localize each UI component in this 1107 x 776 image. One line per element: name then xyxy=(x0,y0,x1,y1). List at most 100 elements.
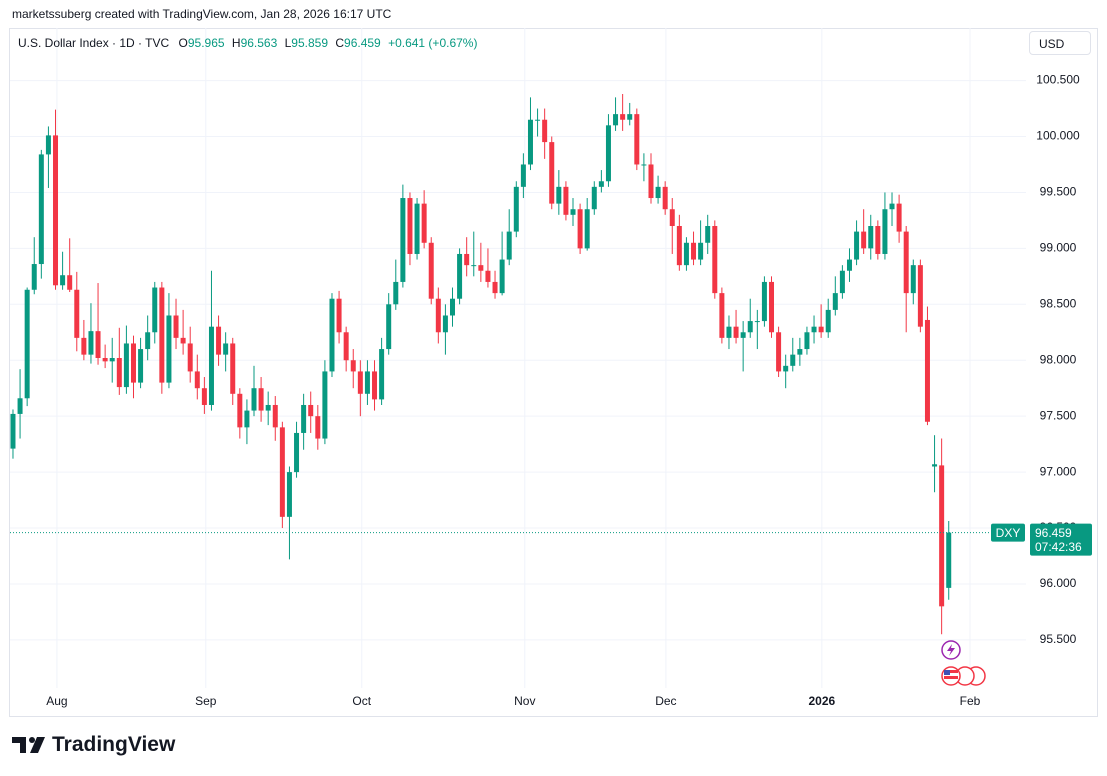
candle-body xyxy=(421,203,427,243)
candle-body xyxy=(159,287,165,383)
candle-body xyxy=(811,326,817,333)
candle-body xyxy=(471,265,477,267)
candle-body xyxy=(123,343,129,388)
candle-body xyxy=(535,119,541,121)
candle-body xyxy=(492,281,498,294)
candle-body xyxy=(67,275,73,290)
candle-body xyxy=(237,393,243,428)
candle-body xyxy=(740,332,746,338)
candle-body xyxy=(223,343,229,355)
candle-body xyxy=(924,319,930,422)
candle-body xyxy=(769,281,775,333)
x-tick-label: Oct xyxy=(352,694,371,708)
candle-body xyxy=(570,209,576,215)
y-tick-label: 100.500 xyxy=(1036,73,1080,87)
close-label: C xyxy=(335,36,345,50)
axes: 95.50096.00096.50097.00097.50098.00098.5… xyxy=(46,73,1092,708)
candle-body xyxy=(400,198,406,282)
candle-body xyxy=(549,142,555,204)
candle-body xyxy=(457,253,463,299)
y-tick-label: 97.500 xyxy=(1040,408,1077,422)
candle-body xyxy=(591,186,597,210)
x-tick-label: Aug xyxy=(46,694,67,708)
candle-body xyxy=(272,404,278,428)
y-tick-label: 98.500 xyxy=(1040,296,1077,310)
candle-body xyxy=(166,315,172,383)
x-tick-label: Nov xyxy=(514,694,535,708)
candle-body xyxy=(379,349,385,400)
candle-body xyxy=(613,114,619,126)
candle-body xyxy=(584,209,590,249)
candle-body xyxy=(230,343,236,394)
candle-body xyxy=(350,360,356,372)
candle-body xyxy=(705,226,711,243)
ticker-tag-label: DXY xyxy=(996,526,1021,540)
flag-stripe xyxy=(944,670,958,673)
footer-logo: TradingView xyxy=(12,733,175,757)
candle-body xyxy=(542,119,548,143)
candle-body xyxy=(372,371,378,400)
candle-body xyxy=(187,343,193,372)
candle-body xyxy=(556,186,562,204)
candle-body xyxy=(322,371,328,439)
candle-body xyxy=(634,114,640,165)
open-value: 95.965 xyxy=(187,36,225,50)
candle-body xyxy=(506,231,512,260)
candle-body xyxy=(478,265,484,271)
candle-body xyxy=(180,337,186,344)
candle-body xyxy=(712,226,718,294)
candle-body xyxy=(138,349,144,383)
y-tick-label: 97.000 xyxy=(1040,464,1077,478)
candle-body xyxy=(563,186,569,215)
candle-body xyxy=(939,465,945,607)
x-tick-label: Dec xyxy=(655,694,676,708)
candle-body xyxy=(513,186,519,232)
x-tick-label: Feb xyxy=(960,694,981,708)
candle-body xyxy=(790,354,796,366)
candle-body xyxy=(882,209,888,254)
candle-body xyxy=(698,242,704,260)
candle-body xyxy=(17,398,23,414)
candle-body xyxy=(442,315,448,333)
candle-body xyxy=(109,358,115,362)
candle-body xyxy=(102,358,108,362)
candle-body xyxy=(74,289,80,338)
candle-body xyxy=(251,388,257,411)
flag-stripe xyxy=(944,676,958,679)
candle-body xyxy=(130,343,136,383)
candle-body xyxy=(662,186,668,210)
y-tick-label: 98.000 xyxy=(1040,352,1077,366)
candle-body xyxy=(733,326,739,338)
candle-body xyxy=(343,332,349,361)
brand: TradingView xyxy=(52,733,176,756)
candle-body xyxy=(88,331,94,355)
candle-body xyxy=(407,198,413,254)
y-tick-label: 99.000 xyxy=(1040,241,1077,255)
event-icon-glyph xyxy=(947,644,955,656)
candle-body xyxy=(726,326,732,338)
candle-body xyxy=(464,253,470,266)
candle-body xyxy=(294,432,300,473)
candle-body xyxy=(315,416,321,439)
currency-button[interactable]: USD xyxy=(1029,31,1091,55)
candle-body xyxy=(797,349,803,355)
legend: U.S. Dollar Index · 1D · TVC O95.965 H96… xyxy=(18,36,481,50)
candle-body xyxy=(846,259,852,271)
candle-body xyxy=(577,209,583,249)
candle-body xyxy=(754,321,760,323)
candle-body xyxy=(903,231,909,294)
candle-body xyxy=(31,264,37,290)
price-tag-value: 96.459 xyxy=(1035,526,1072,540)
candle-body xyxy=(946,532,952,588)
open-label: O xyxy=(178,36,188,50)
candle-body xyxy=(308,404,314,417)
credit: marketssuberg created with TradingView.c… xyxy=(12,7,392,21)
candle-body xyxy=(854,231,860,260)
candle-body xyxy=(719,293,725,338)
candle-body xyxy=(825,309,831,333)
candle-body xyxy=(804,332,810,350)
event-icons xyxy=(941,640,986,686)
candle-body xyxy=(435,298,441,333)
candle-body xyxy=(393,281,399,305)
